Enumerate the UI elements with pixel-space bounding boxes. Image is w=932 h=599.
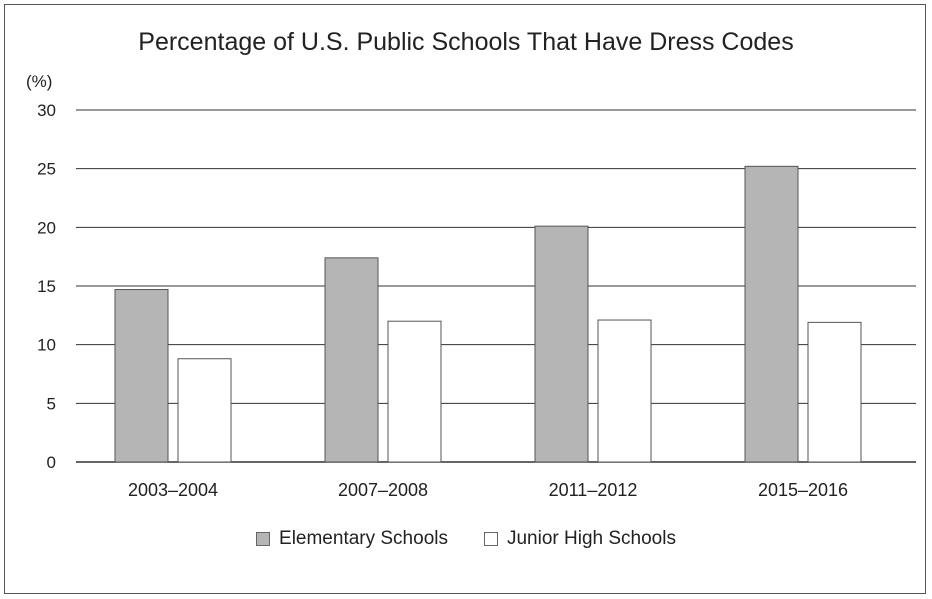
bar-junior-high — [387, 320, 442, 463]
bar-junior-high — [807, 321, 862, 463]
y-tick-label: 0 — [47, 453, 56, 472]
bar-chart: 0 5 10 15 20 25 30 2003–2004 2007–2008 2011–2012… — [37, 101, 916, 500]
x-tick-label: 2011–2012 — [549, 480, 638, 500]
y-tick-label: 5 — [47, 394, 56, 413]
legend-label-elementary: Elementary Schools — [279, 528, 448, 549]
bar-junior-high — [177, 358, 232, 463]
y-tick-label: 10 — [37, 336, 56, 355]
legend-label-junior-high: Junior High Schools — [506, 528, 676, 549]
x-tick-label: 2003–2004 — [128, 480, 218, 500]
legend-item-junior-high: Junior High Schools — [483, 528, 676, 550]
bar-elementary — [744, 165, 799, 463]
legend-item-elementary: Elementary Schools — [256, 528, 448, 550]
legend-swatch-junior-high — [483, 532, 498, 546]
y-tick-label: 30 — [37, 101, 56, 120]
y-tick-label: 25 — [37, 160, 56, 179]
legend: Elementary Schools Junior High Schools — [0, 528, 932, 550]
y-tick-label: 15 — [37, 277, 56, 296]
bar-elementary — [114, 289, 169, 463]
bar-elementary — [534, 225, 589, 463]
legend-swatch-elementary — [256, 532, 271, 546]
y-tick-label: 20 — [37, 218, 56, 237]
chart-title: Percentage of U.S. Public Schools That H… — [138, 28, 794, 56]
y-axis-unit-label: (%) — [26, 72, 53, 91]
bar-elementary — [324, 257, 379, 463]
bar-junior-high — [597, 319, 652, 463]
x-tick-label: 2015–2016 — [758, 480, 848, 500]
x-tick-label: 2007–2008 — [338, 480, 428, 500]
bars — [114, 165, 862, 463]
x-axis-ticks: 2003–2004 2007–2008 2011–2012 2015–2016 — [128, 480, 848, 500]
y-axis-ticks: 0 5 10 15 20 25 30 — [37, 101, 56, 472]
